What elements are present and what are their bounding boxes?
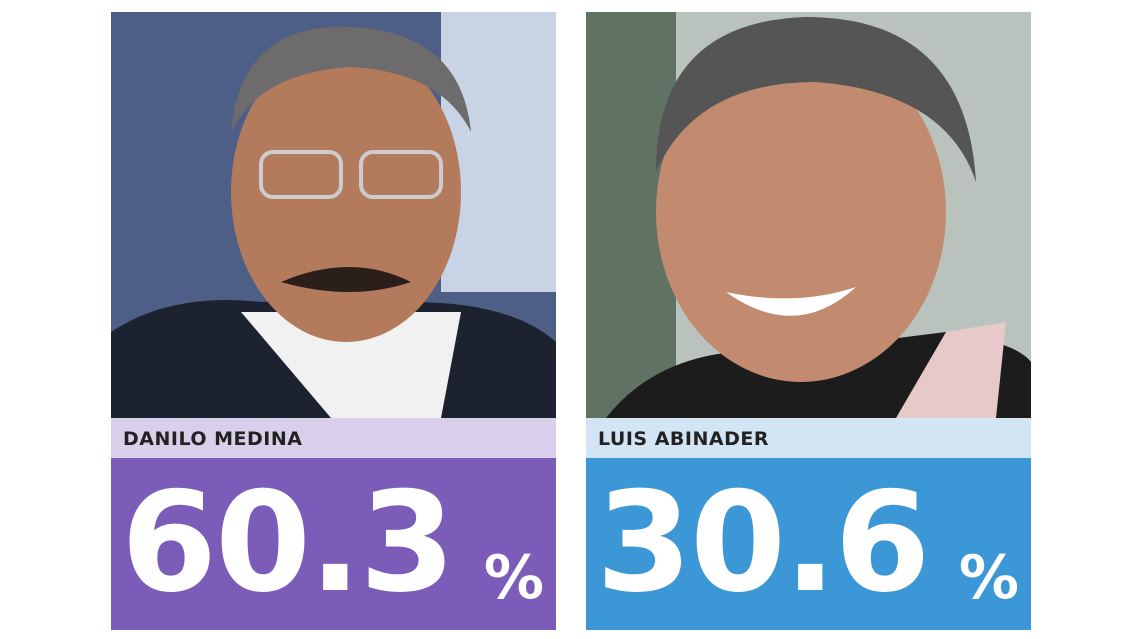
candidate-photo <box>111 12 556 418</box>
vote-share: 60.3 % <box>111 458 556 630</box>
candidate-name: LUIS ABINADER <box>586 418 1031 458</box>
vote-share: 30.6 % <box>586 458 1031 630</box>
percent-sign: % <box>958 543 1019 613</box>
candidate-panel: DANILO MEDINA 60.3 % <box>111 12 556 630</box>
candidate-name: DANILO MEDINA <box>111 418 556 458</box>
candidate-panel: LUIS ABINADER 30.6 % <box>586 12 1031 630</box>
candidate-photo <box>586 12 1031 418</box>
percent-sign: % <box>483 543 544 613</box>
vote-percentage: 30.6 <box>596 462 930 623</box>
vote-percentage: 60.3 <box>121 462 455 623</box>
